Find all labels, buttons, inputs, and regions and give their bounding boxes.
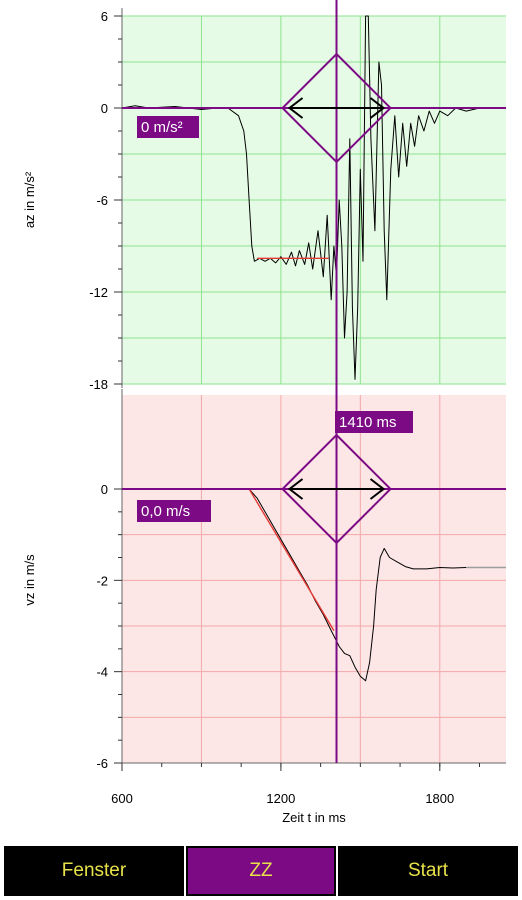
vz-ytick-label: -6 bbox=[96, 756, 108, 771]
vz-value-label-bg bbox=[137, 500, 211, 522]
arrow-right-icon bbox=[369, 97, 386, 119]
fenster-button[interactable]: Fenster bbox=[4, 846, 184, 896]
time-value-label-bg bbox=[335, 411, 413, 433]
axes bbox=[121, 8, 506, 767]
vz-ytick-label: 0 bbox=[101, 482, 108, 497]
az-curve bbox=[121, 15, 506, 380]
start-button[interactable]: Start bbox=[338, 846, 518, 896]
az-ytick-label: -6 bbox=[96, 193, 108, 208]
chart-area[interactable]: 6 0 -6 -12 -18 0 -2 -4 -6 600 1200 1800 0 m/s² 141… bbox=[0, 0, 522, 840]
x-ticks: 600 1200 1800 bbox=[111, 763, 481, 806]
az-axis-label: az in m/s² bbox=[22, 171, 37, 228]
arrow-left-icon bbox=[287, 97, 304, 119]
az-ytick-label: 0 bbox=[101, 101, 108, 116]
x-axis-label: Zeit t in ms bbox=[282, 810, 346, 825]
az-y-ticks: 6 0 -6 -12 -18 bbox=[89, 9, 122, 392]
vz-axis-label: vz in m/s bbox=[22, 554, 37, 606]
az-value-label: 0 m/s² bbox=[141, 119, 183, 136]
az-value-label-bg bbox=[137, 116, 199, 138]
vz-plot-background bbox=[122, 395, 506, 763]
zz-button[interactable]: ZZ bbox=[186, 846, 336, 896]
az-ytick-label: 6 bbox=[101, 9, 108, 24]
cursor-diamond-vz[interactable] bbox=[281, 433, 392, 545]
xtick-label: 1800 bbox=[425, 791, 454, 806]
time-cursor[interactable]: 0 m/s² 1410 ms 0,0 m/s bbox=[122, 0, 506, 763]
vz-fit-line bbox=[248, 488, 335, 631]
vz-value-label: 0,0 m/s bbox=[141, 503, 190, 520]
bottom-button-bar: Fenster ZZ Start bbox=[0, 840, 522, 900]
az-ytick-label: -12 bbox=[89, 285, 108, 300]
az-ytick-label: -18 bbox=[89, 377, 108, 392]
arrow-right-icon bbox=[369, 478, 386, 500]
vz-curve bbox=[122, 488, 467, 682]
xtick-label: 1200 bbox=[266, 791, 295, 806]
arrow-left-icon bbox=[287, 478, 304, 500]
time-value-label: 1410 ms bbox=[339, 414, 397, 431]
vz-y-ticks: 0 -2 -4 -6 bbox=[96, 482, 122, 771]
cursor-diamond-az[interactable] bbox=[281, 52, 392, 164]
vz-ytick-label: -2 bbox=[96, 573, 108, 588]
vz-ytick-label: -4 bbox=[96, 665, 108, 680]
xtick-label: 600 bbox=[111, 791, 133, 806]
curves bbox=[121, 15, 506, 682]
